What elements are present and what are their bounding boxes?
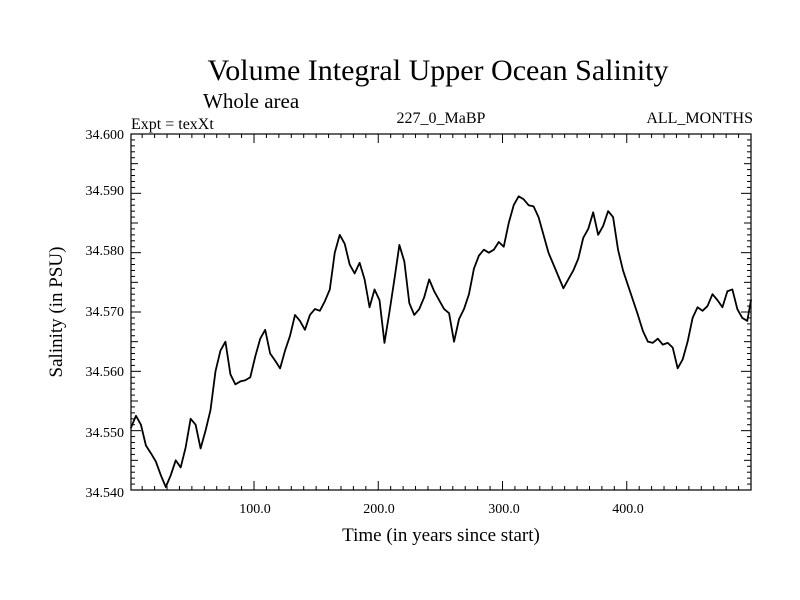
x-axis-ticks — [141, 134, 740, 490]
chart-title: Volume Integral Upper Ocean Salinity — [208, 54, 669, 87]
chart-subtitle: Whole area — [203, 89, 300, 113]
y-tick-label-34560: 34.560 — [86, 365, 125, 380]
x-tick-label-300: 300.0 — [488, 502, 520, 517]
experiment-label: Expt = texXt — [131, 116, 214, 133]
y-tick-label-34600: 34.600 — [86, 128, 125, 143]
run-id-label: 227_0_MaBP — [397, 110, 486, 127]
y-axis-ticks — [131, 133, 751, 491]
y-axis-label: Salinity (in PSU) — [46, 247, 67, 378]
x-tick-label-100: 100.0 — [239, 502, 271, 517]
x-tick-label-200: 200.0 — [363, 502, 395, 517]
y-tick-label-34580: 34.580 — [86, 244, 125, 259]
x-tick-label-400: 400.0 — [612, 502, 644, 517]
y-tick-label-34590: 34.590 — [86, 184, 125, 199]
x-axis-label: Time (in years since start) — [342, 525, 540, 546]
period-label: ALL_MONTHS — [646, 110, 753, 127]
y-tick-label-34550: 34.550 — [86, 426, 125, 441]
y-tick-label-34570: 34.570 — [86, 305, 125, 320]
y-tick-label-34540: 34.540 — [86, 486, 125, 501]
plot-frame — [130, 133, 752, 491]
salinity-series-line — [130, 195, 752, 488]
